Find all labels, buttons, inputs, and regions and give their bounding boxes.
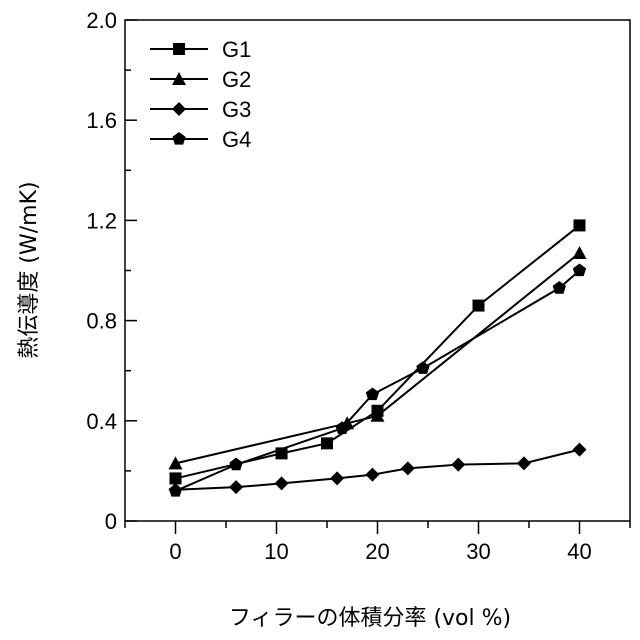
data-point-g4 [169,484,182,497]
y-tick-label: 1.6 [86,108,117,133]
data-point-g3 [573,443,587,457]
series-layer [169,219,587,496]
legend-marker [173,43,185,55]
y-tick-label: 0.4 [86,409,117,434]
data-point-g1 [473,300,485,312]
data-point-g3 [330,471,344,485]
series-g1 [170,219,586,484]
legend-marker [172,132,185,145]
legend: G1 G2 G3 G4 [150,37,251,152]
data-point-g1 [321,437,333,449]
y-axis-title: 熱伝導度 (W/mK) [17,181,42,358]
data-point-g4 [573,264,586,277]
axis-ticks: 0 10 20 30 40 0 0.4 0.8 1.2 1.6 2.0 [86,8,630,564]
data-point-g4 [416,361,429,374]
x-tick-label: 0 [169,539,181,564]
chart: 0 10 20 30 40 0 0.4 0.8 1.2 1.6 2.0 G1 G2 G3 G4 熱伝導度 … [0,0,640,640]
data-point-g1 [170,472,182,484]
series-line-g1 [176,225,580,478]
y-tick-label: 0.8 [86,309,117,334]
data-point-g3 [275,476,289,490]
series-g2 [169,246,587,469]
y-tick-label: 2.0 [86,8,117,33]
data-point-g3 [229,480,243,494]
legend-item-g2: G2 [150,67,251,92]
legend-label: G2 [222,67,251,92]
x-tick-label: 30 [466,539,490,564]
data-point-g4 [229,458,242,471]
x-tick-label: 10 [264,539,288,564]
x-axis-title: フィラーの体積分率 (vol %) [229,606,511,631]
legend-item-g4: G4 [150,127,251,152]
data-point-g3 [401,461,415,475]
legend-item-g1: G1 [150,37,251,62]
y-tick-label: 1.2 [86,208,117,233]
series-line-g2 [176,253,580,463]
data-point-g3 [517,456,531,470]
data-point-g3 [365,468,379,482]
x-tick-label: 20 [365,539,389,564]
data-point-g3 [451,458,465,472]
plot-frame [125,20,630,521]
legend-label: G4 [222,127,251,152]
data-point-g4 [366,388,379,401]
data-point-g2 [573,246,587,259]
legend-label: G1 [222,37,251,62]
legend-item-g3: G3 [150,97,251,122]
data-point-g1 [574,219,586,231]
legend-marker [172,102,186,116]
y-tick-label: 0 [105,509,117,534]
legend-label: G3 [222,97,251,122]
x-tick-label: 40 [567,539,591,564]
